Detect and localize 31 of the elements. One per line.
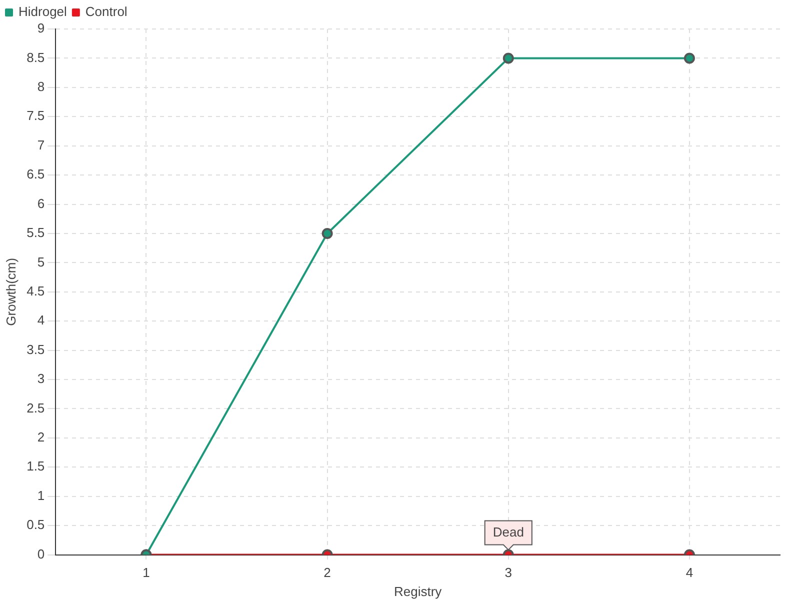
y-tick-label: 4 [37,312,45,328]
legend-label: Control [85,4,128,20]
y-tick-label: 5 [37,254,45,270]
y-tick-label: 2 [37,430,45,445]
legend-label: Hidrogel [18,4,68,20]
x-tick-label: 4 [686,565,694,580]
x-tick-label: 2 [324,565,331,580]
point [322,228,333,239]
y-tick-label: 1.5 [26,458,45,474]
y-tick-label: 5.5 [26,225,45,240]
y-tick-label: 1 [37,488,45,503]
x-tick-label: 3 [504,565,512,580]
annotation: Dead [492,524,524,540]
y-tick-label: 7 [37,137,45,152]
x-axis-title: Registry [394,584,442,599]
y-tick-label: 7.5 [26,108,45,124]
y-tick-label: 6 [37,196,45,211]
y-tick-label: 3.5 [26,342,45,357]
x-tick-label: 1 [142,565,150,580]
y-tick-label: 6.5 [26,166,45,182]
y-tick-label: 2.5 [26,400,45,416]
y-tick-label: 4.5 [26,283,45,298]
y-tick-label: 0 [37,546,45,562]
y-tick-label: 8 [37,79,45,94]
y-tick-label: 9 [37,20,45,36]
point [502,52,514,64]
y-tick-label: 3 [37,371,45,386]
y-tick-label: 8.5 [26,50,45,65]
point [684,52,695,64]
y-tick-label: 0.5 [26,517,45,532]
y-axis-title: Growth(cm) [3,258,18,326]
